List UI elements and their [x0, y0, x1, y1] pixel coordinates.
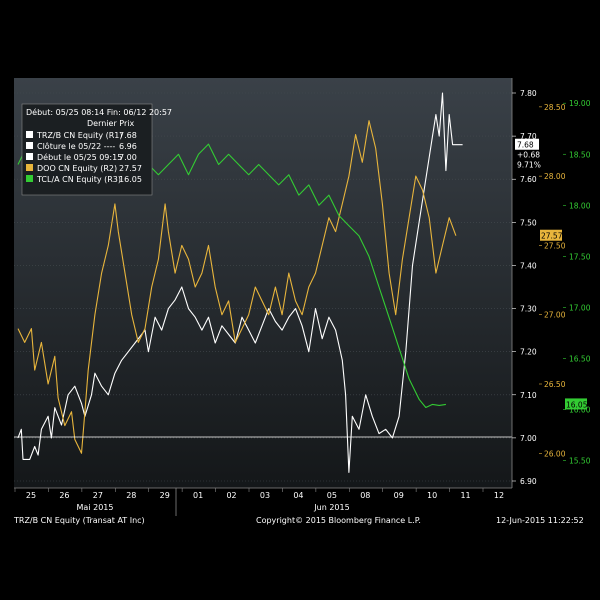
x-tick-label: 05 — [327, 491, 337, 500]
r3-tick-label: 16.50 — [569, 354, 591, 363]
axis-r3: 19.00 18.50 18.00 17.50 17.00 16.50 16.00 15.50 — [563, 99, 591, 466]
trz-pct: 9.71% — [517, 161, 541, 170]
legend-value: 6.96 — [119, 142, 137, 151]
legend-label: TCL/A CN Equity (R3) — [36, 175, 121, 184]
r1-tick-label: 7.30 — [520, 305, 537, 314]
legend-column-header: Dernier Prix — [87, 119, 134, 128]
series-line — [17, 120, 457, 454]
legend-label: Clôture le 05/22 ---- — [37, 141, 115, 151]
r1-tick-label: 7.40 — [520, 261, 537, 270]
doo-last-value: 27.57 — [541, 232, 563, 241]
doo-last-tag — [540, 229, 562, 241]
r3-tick-label: 17.50 — [569, 252, 591, 261]
r2-tick-label: 27.50 — [544, 241, 566, 250]
trz-last-value: 7.68 — [517, 141, 534, 150]
gridlines — [14, 92, 512, 482]
r2-tick-label: 26.50 — [544, 380, 566, 389]
legend: Début: 05/25 08:14 Fin: 06/12 20:57 Dern… — [21, 103, 172, 196]
x-tick-label: 09 — [394, 491, 404, 500]
r1-tick-label: 7.20 — [520, 348, 537, 357]
r2-tick-label: 27.00 — [544, 311, 566, 320]
legend-value: 7.00 — [119, 153, 137, 162]
r1-tick-label: 7.80 — [520, 89, 537, 98]
last-value-tags: 7.68+0.689.71% 27.57 16.05 — [515, 138, 588, 410]
x-tick-label: 10 — [427, 491, 437, 500]
r3-tick-label: 19.00 — [569, 99, 591, 108]
r1-tick-label: 7.70 — [520, 132, 537, 141]
r2-tick-label: 28.00 — [544, 172, 566, 181]
tcl-last-value: 16.05 — [566, 400, 588, 409]
legend-value: 7.68 — [119, 131, 137, 140]
r2-tick-label: 28.50 — [544, 103, 566, 112]
legend-label: DOO CN Equity (R2) — [37, 164, 117, 173]
r1-tick-label: 7.50 — [520, 218, 537, 227]
tcl-last-tag — [565, 398, 587, 410]
legend-swatch — [26, 153, 33, 160]
x-tick-label: 28 — [126, 491, 136, 500]
legend-label: TRZ/B CN Equity (R1) — [36, 131, 123, 140]
r1-tick-label: 7.10 — [520, 391, 537, 400]
x-tick-label: 12 — [494, 491, 504, 500]
axis-r2: 28.50 28.00 27.50 27.00 26.50 26.00 — [539, 103, 566, 458]
r1-tick-label: 7.60 — [520, 175, 537, 184]
x-tick-label: 04 — [293, 491, 303, 500]
month-label: Jun 2015 — [313, 503, 349, 512]
r3-tick-label: 18.00 — [569, 201, 591, 210]
r1-tick-label: 7.00 — [520, 434, 537, 443]
legend-swatch — [26, 164, 33, 171]
footer-right: 12-Jun-2015 11:22:52 — [496, 516, 584, 525]
legend-header: Début: 05/25 08:14 Fin: 06/12 20:57 — [26, 107, 172, 117]
series-line — [17, 92, 463, 473]
legend-value: 27.57 — [119, 164, 142, 173]
x-tick-label: 25 — [26, 491, 36, 500]
r3-tick-label: 15.50 — [569, 457, 591, 466]
trz-last-tag — [515, 138, 539, 150]
x-axis: 25 26 27 28 29 01 02 03 04 05 08 09 10 11 12 Mai 2015 Ju… — [14, 488, 504, 512]
footer-left: TRZ/B CN Equity (Transat AT Inc) — [14, 516, 145, 525]
axis-r1: 7.80 7.70 7.60 7.50 7.40 7.30 7.20 7.10 7.00 6.90 — [512, 89, 537, 486]
x-tick-label: 08 — [360, 491, 370, 500]
x-tick-label: 11 — [460, 491, 470, 500]
x-tick-label: 02 — [226, 491, 236, 500]
r3-tick-label: 16.00 — [569, 406, 591, 415]
trz-change: +0.68 — [517, 151, 540, 160]
legend-items: TRZ/B CN Equity (R1)7.68 Clôture le 05/22… — [26, 131, 142, 184]
legend-label: Début le 05/25 09:15 — [37, 152, 122, 162]
r3-tick-label: 18.50 — [569, 150, 591, 159]
month-label: Mai 2015 — [77, 503, 114, 512]
x-tick-label: 01 — [193, 491, 203, 500]
footer-center: Copyright© 2015 Bloomberg Finance L.P. — [256, 516, 421, 525]
legend-swatch — [26, 131, 33, 138]
r3-tick-label: 17.00 — [569, 303, 591, 312]
x-tick-label: 26 — [59, 491, 69, 500]
x-tick-label: 27 — [93, 491, 103, 500]
x-tick-label: 29 — [160, 491, 170, 500]
legend-swatch — [26, 175, 33, 182]
r1-tick-label: 6.90 — [520, 477, 537, 486]
r2-tick-label: 26.00 — [544, 449, 566, 458]
x-tick-label: 03 — [260, 491, 270, 500]
legend-value: 16.05 — [119, 175, 142, 184]
legend-swatch — [26, 142, 33, 149]
